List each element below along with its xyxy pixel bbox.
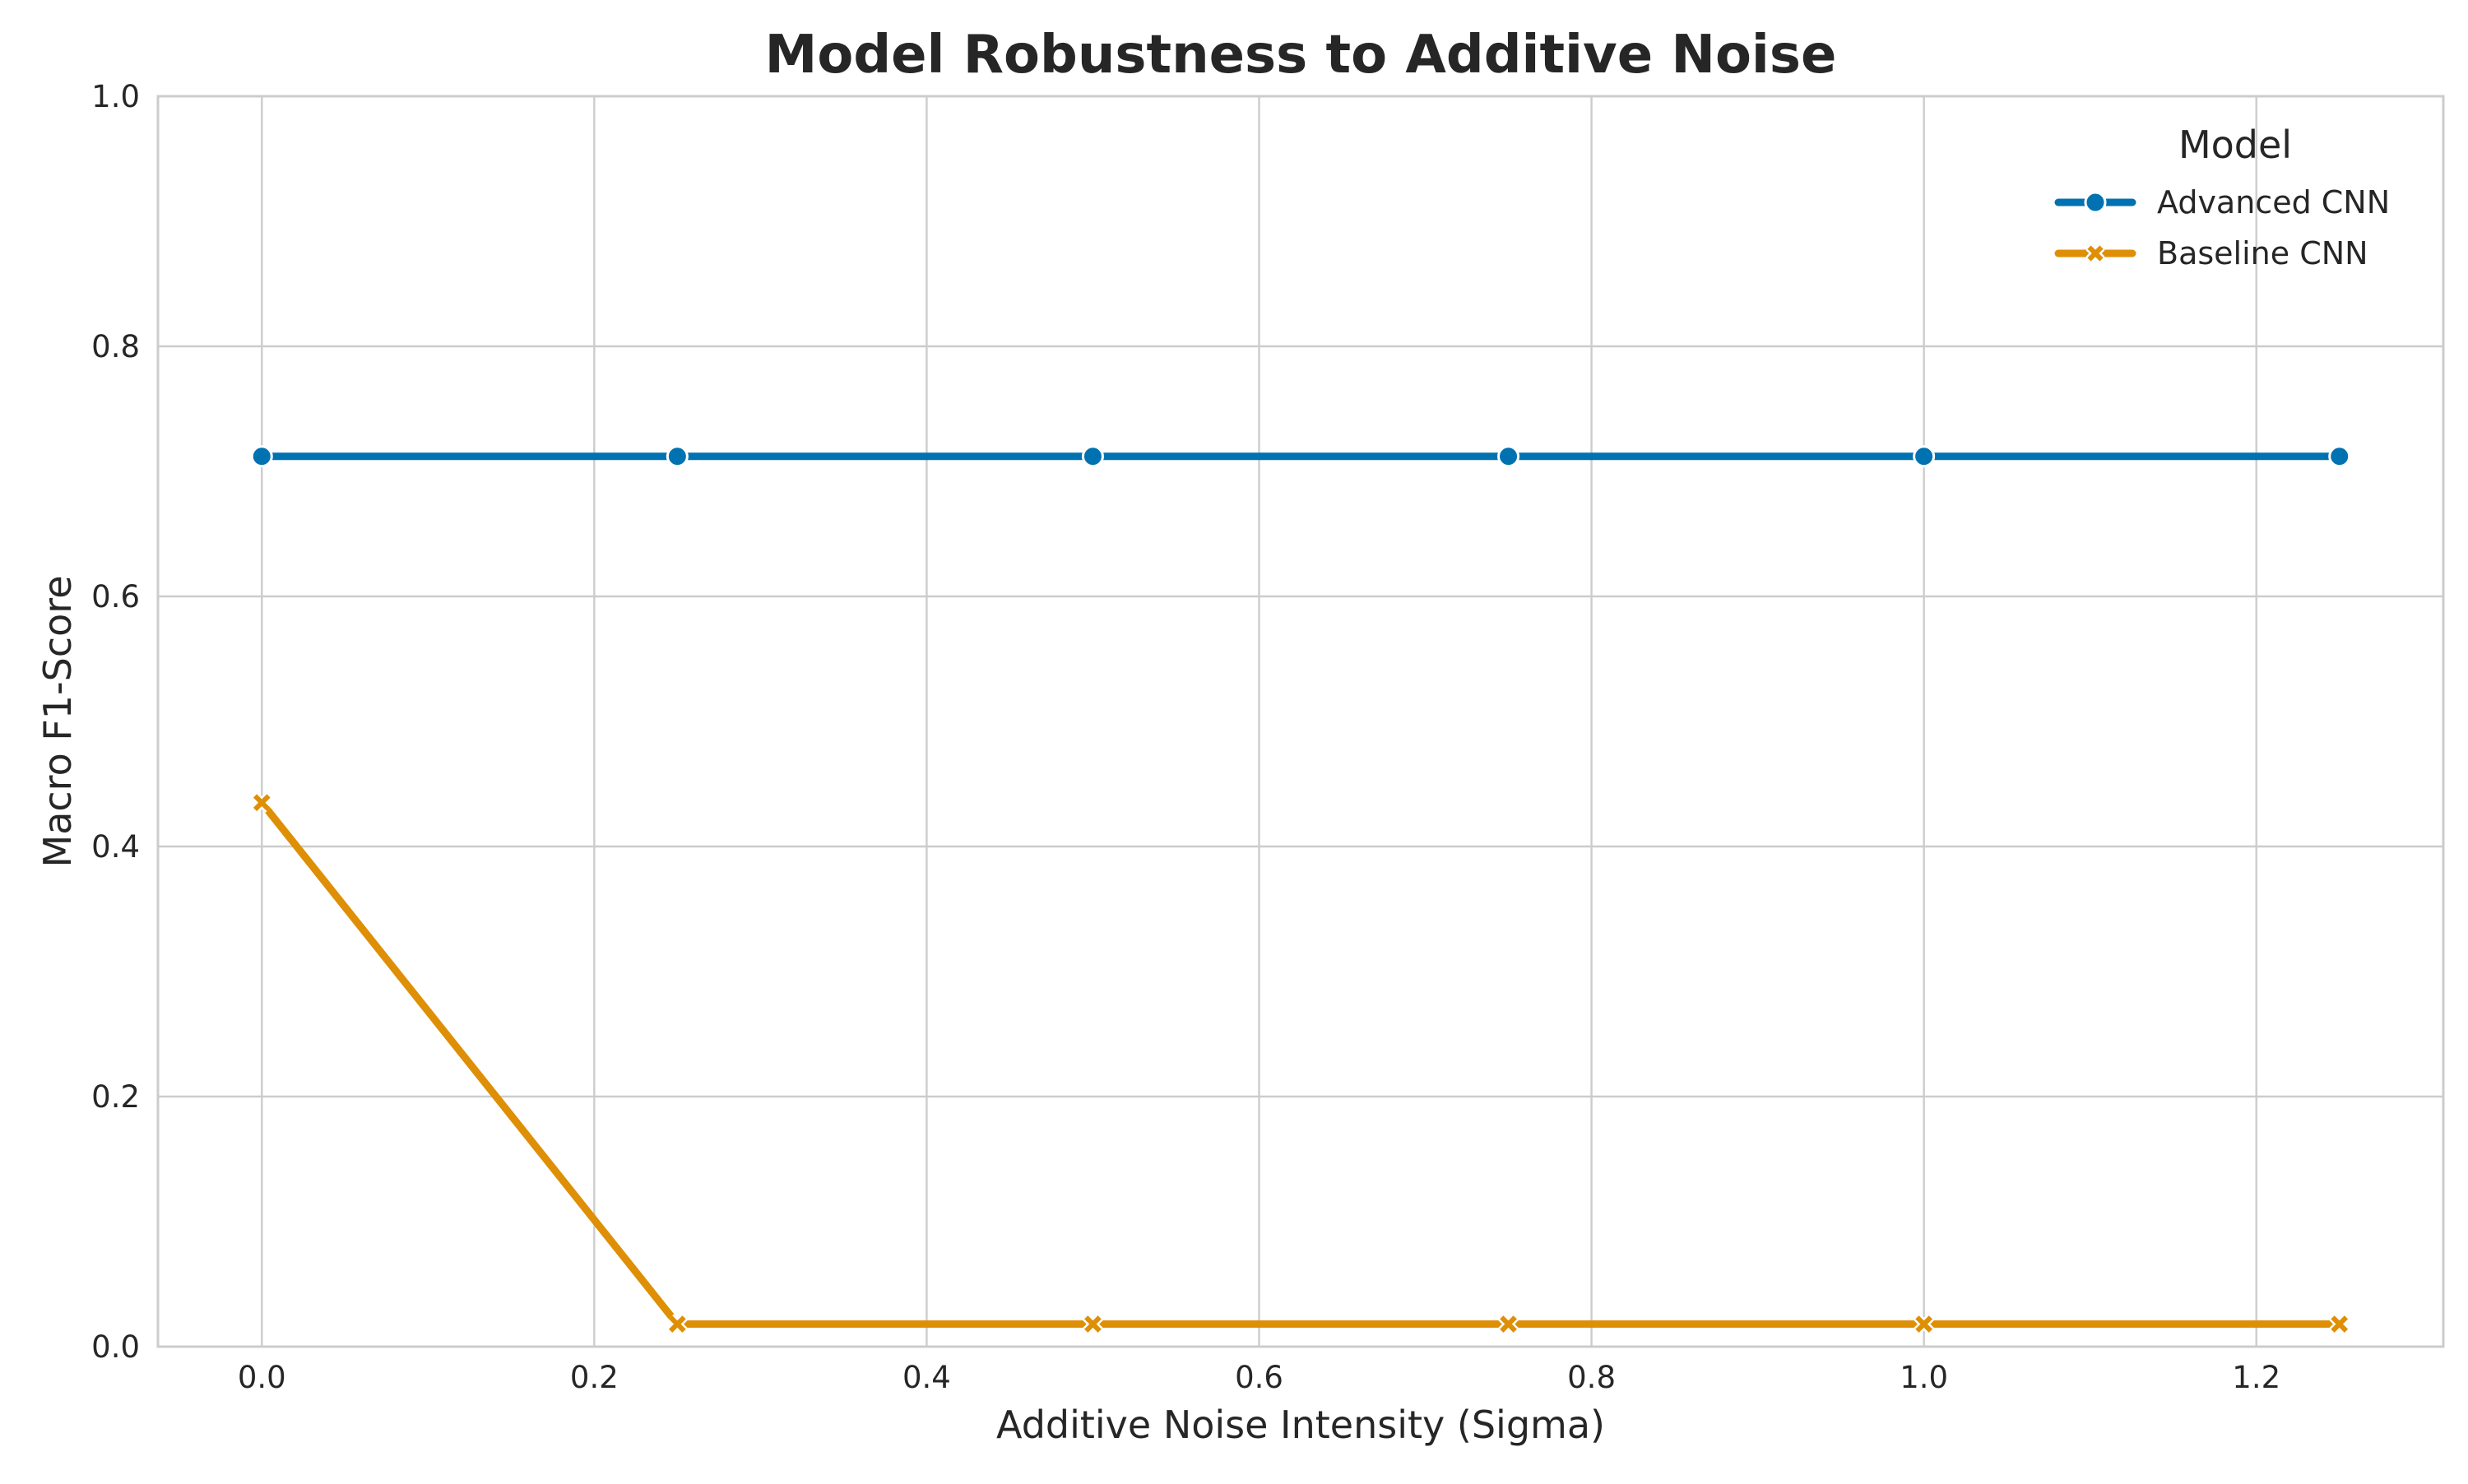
y-tick-label: 1.0 — [91, 79, 140, 114]
legend-label: Advanced CNN — [2157, 184, 2390, 220]
y-tick-label: 0.8 — [91, 329, 140, 364]
x-tick-label: 1.2 — [2232, 1360, 2280, 1395]
data-point — [1081, 445, 1104, 468]
legend-item: Advanced CNN — [2054, 184, 2390, 220]
x-tick-label: 0.2 — [570, 1360, 619, 1395]
x-tick-label: 0.0 — [238, 1360, 286, 1395]
series-advanced-cnn — [250, 445, 2351, 468]
plot-frame — [156, 95, 2445, 1348]
y-tick-label: 0.4 — [91, 829, 140, 865]
data-point — [250, 445, 273, 468]
y-tick-label: 0.2 — [91, 1079, 140, 1115]
data-point — [1498, 1314, 1519, 1334]
legend: Model Advanced CNN Baseline CNN — [2054, 123, 2390, 271]
grid — [158, 95, 2443, 1348]
series-line — [257, 799, 2344, 1329]
y-tick-labels: 0.0 0.2 0.4 0.6 0.8 1.0 — [91, 79, 140, 1365]
y-tick-label: 0.6 — [91, 579, 140, 614]
data-point — [1914, 1314, 1934, 1334]
x-tick-label: 0.6 — [1235, 1360, 1283, 1395]
data-point — [666, 445, 689, 468]
data-point — [1913, 445, 1936, 468]
chart-title: Model Robustness to Additive Noise — [765, 25, 1837, 86]
legend-marker — [2084, 191, 2107, 214]
series-baseline-cnn — [252, 792, 2350, 1334]
y-tick-label: 0.0 — [91, 1329, 140, 1365]
legend-item: Baseline CNN — [2054, 235, 2368, 271]
data-point — [667, 1314, 688, 1334]
data-point — [2329, 1314, 2350, 1334]
data-point — [1083, 1314, 1103, 1334]
y-axis-label: Macro F1-Score — [35, 576, 80, 868]
x-tick-label: 0.8 — [1567, 1360, 1616, 1395]
legend-title: Model — [2178, 123, 2292, 167]
series-layer — [250, 445, 2351, 1334]
data-point — [2328, 445, 2351, 468]
x-tick-label: 1.0 — [1900, 1360, 1948, 1395]
data-point — [1497, 445, 1520, 468]
x-tick-label: 0.4 — [902, 1360, 951, 1395]
legend-label: Baseline CNN — [2157, 235, 2368, 271]
legend-items: Advanced CNN Baseline CNN — [2054, 184, 2390, 271]
x-axis-label: Additive Noise Intensity (Sigma) — [996, 1403, 1605, 1447]
x-tick-labels: 0.0 0.2 0.4 0.6 0.8 1.0 1.2 — [238, 1360, 2280, 1395]
legend-marker — [2085, 243, 2105, 263]
data-point — [252, 792, 272, 813]
